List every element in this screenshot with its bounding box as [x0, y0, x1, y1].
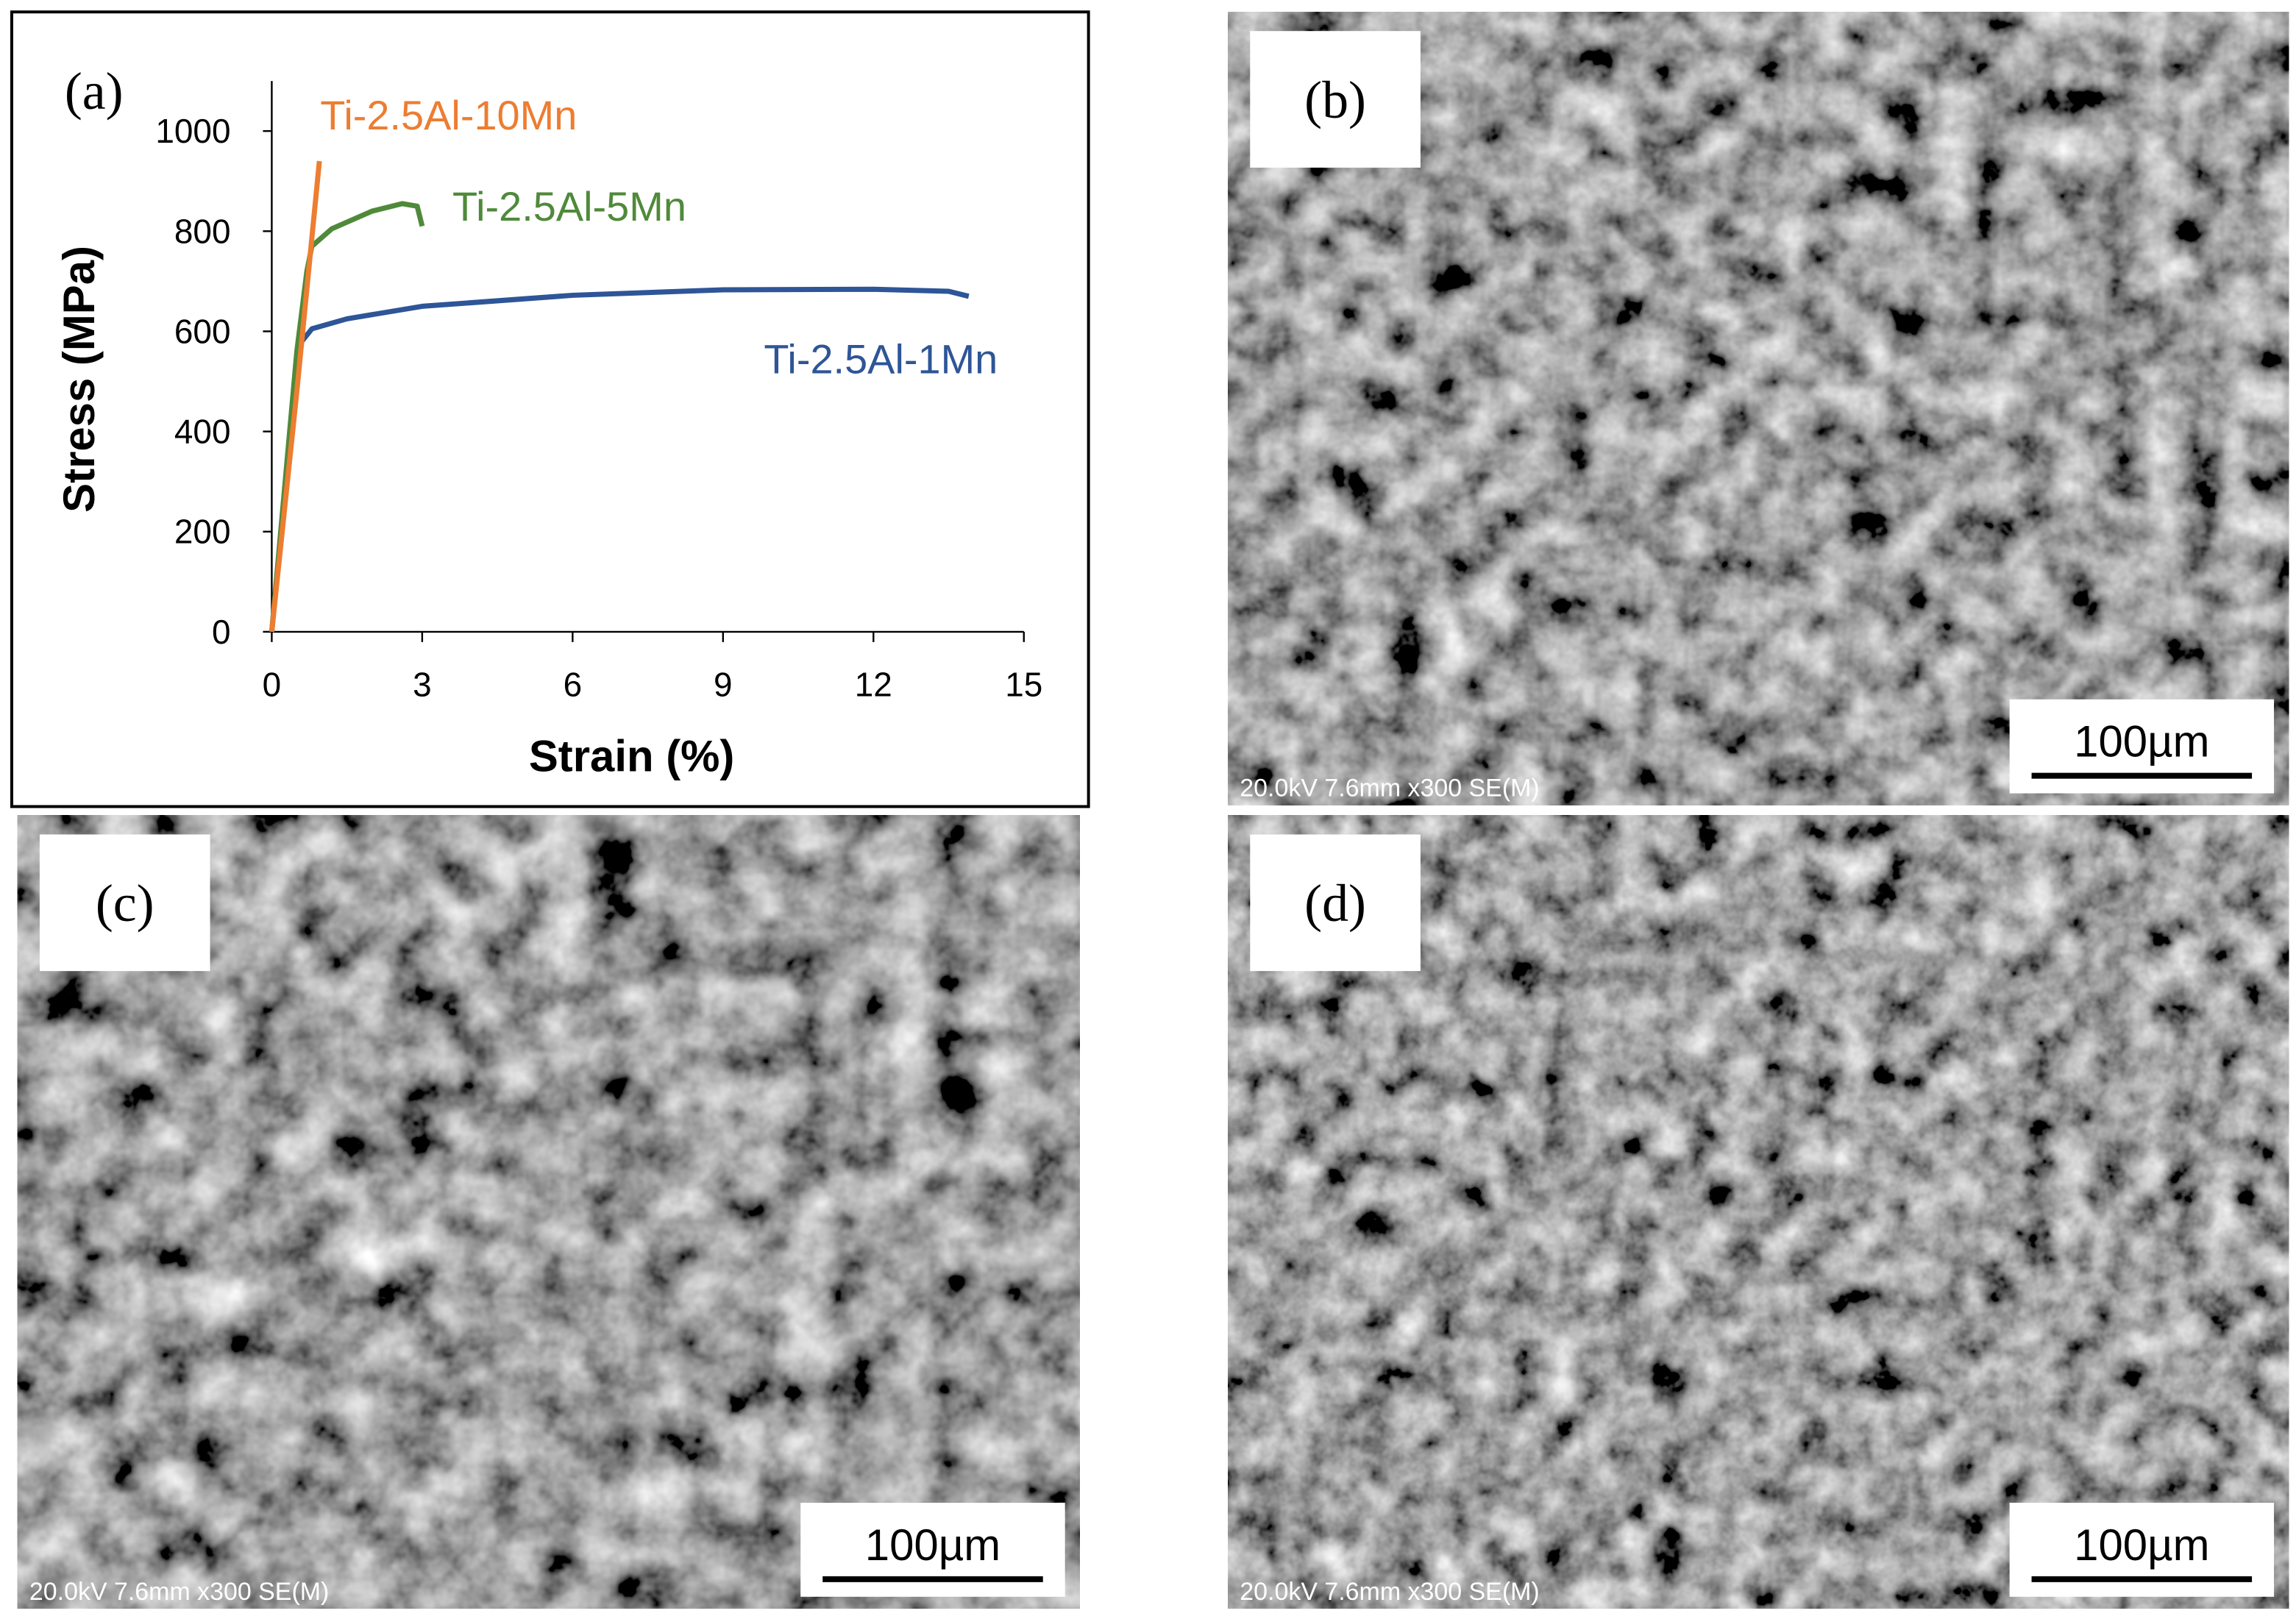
y-tick-label: 0: [212, 613, 231, 651]
chart-frame: [10, 10, 1090, 808]
x-tick-label: 12: [855, 666, 892, 704]
panel-label: (b): [1304, 71, 1366, 129]
panel-label: (d): [1304, 874, 1366, 933]
y-tick-label: 600: [174, 312, 231, 350]
x-tick-label: 9: [714, 666, 733, 704]
y-tick-label: 800: [174, 212, 231, 250]
scale-bar-label: 100µm: [2074, 1520, 2209, 1570]
series-label: Ti-2.5Al-10Mn: [320, 92, 577, 138]
label-box: [1250, 834, 1421, 972]
label-box: [1250, 31, 1421, 168]
sem-panels: (b) 100µm 20.0kV 7.6mm x300 SE(M) (c) 100µm 2…: [17, 12, 2289, 1609]
sem-info: 20.0kV 7.6mm x300 SE(M): [1240, 775, 1539, 803]
series-label: Ti-2.5Al-1Mn: [764, 335, 998, 382]
y-tick-label: 400: [174, 413, 231, 451]
series-line: [269, 201, 425, 633]
sem-info: 20.0kV 7.6mm x300 SE(M): [1240, 1578, 1539, 1606]
series-line: [269, 160, 322, 633]
x-tick-label: 3: [413, 666, 432, 704]
sem-panel: (c) 100µm 20.0kV 7.6mm x300 SE(M): [17, 815, 1080, 1609]
series-label: Ti-2.5Al-5Mn: [452, 183, 686, 229]
x-tick-label: 6: [564, 666, 583, 704]
sem-info: 20.0kV 7.6mm x300 SE(M): [29, 1578, 329, 1606]
sem-panel: (d) 100µm 20.0kV 7.6mm x300 SE(M): [1228, 815, 2289, 1609]
y-tick-label: 200: [174, 513, 231, 551]
scale-bar-label: 100µm: [865, 1520, 1000, 1570]
chart: 0 200 400 600 800 1000 0 3 6 9 12 15 Strain (%) Stres…: [54, 62, 1043, 781]
sem-panel: (b) 100µm 20.0kV 7.6mm x300 SE(M): [1228, 12, 2289, 805]
scale-bar-label: 100µm: [2074, 717, 2209, 766]
x-tick-label: 0: [263, 666, 282, 704]
panel-label: (a): [65, 62, 124, 121]
x-axis-title: Strain (%): [529, 732, 735, 781]
y-axis-title: Stress (MPa): [54, 246, 104, 513]
x-tick-label: 15: [1005, 666, 1042, 704]
panel-label: (c): [96, 874, 154, 933]
label-box: [39, 834, 210, 972]
y-tick-label: 1000: [155, 112, 230, 150]
